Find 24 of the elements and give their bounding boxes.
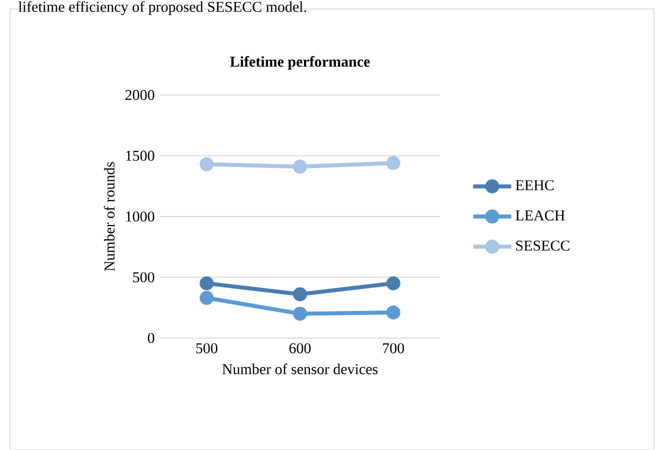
point: [293, 160, 307, 174]
x-tick-label: 700: [383, 343, 404, 354]
point: [386, 156, 400, 170]
point: [386, 276, 400, 290]
y-tick-label: 1000: [126, 211, 154, 222]
y-tick-label: 0: [148, 332, 154, 344]
point: [386, 305, 400, 320]
legend-label: LEACH: [516, 210, 565, 220]
x-tick-label: 600: [289, 343, 311, 354]
point: [293, 306, 307, 321]
legend-label: SESECC: [516, 240, 570, 251]
x-tick-label: 500: [196, 343, 218, 354]
y-tick-label: 1500: [126, 150, 154, 161]
x-axis-title: Number of sensor devices: [222, 364, 378, 374]
point: [293, 287, 307, 302]
chart-title: Lifetime performance: [230, 56, 370, 70]
y-tick-label: 2000: [125, 90, 154, 100]
legend-label: EEHC: [516, 180, 554, 190]
point: [200, 290, 214, 305]
point: [200, 276, 214, 290]
point: [200, 157, 214, 172]
text: lifetime efficiency of proposed SESECC model.: [18, 1, 306, 15]
y-axis-title: Number of rounds: [104, 162, 115, 272]
y-tick-label: 500: [133, 272, 154, 282]
